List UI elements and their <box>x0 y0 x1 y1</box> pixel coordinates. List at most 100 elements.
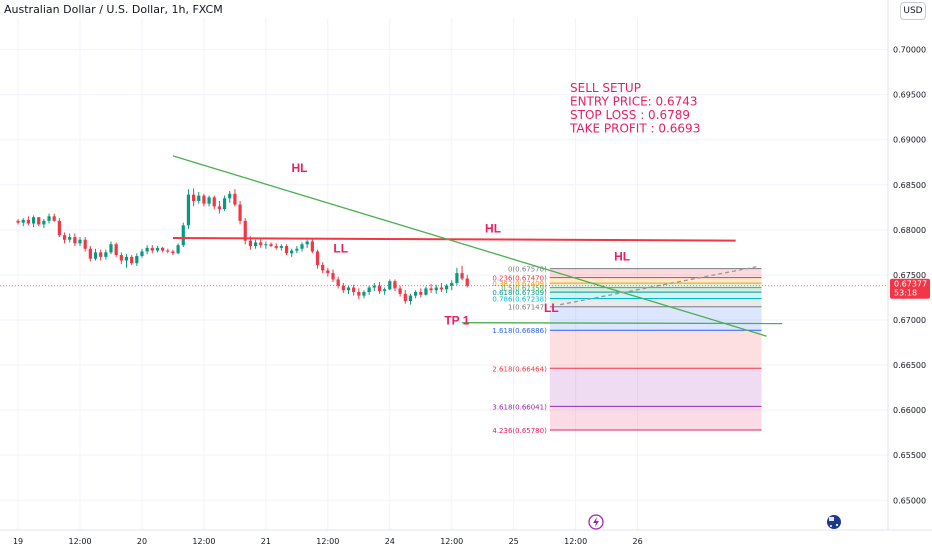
annotation-label: HL <box>485 222 501 236</box>
candle-body <box>279 246 283 248</box>
candle-body <box>357 292 361 296</box>
candle-body <box>310 241 314 252</box>
fib-level-label: 3.618(0.66041) <box>492 403 547 411</box>
fib-band <box>549 306 762 331</box>
price-badge-countdown: 53:18 <box>894 289 917 298</box>
candle-body <box>326 270 330 274</box>
resistance-line <box>172 236 736 242</box>
candle-body <box>444 285 449 290</box>
x-tick-label: 26 <box>633 537 643 546</box>
annotation-label: LL <box>544 301 559 315</box>
candle-body <box>31 217 36 224</box>
y-tick-label: 0.70000 <box>893 46 926 55</box>
candle-body <box>207 197 211 204</box>
fib-band <box>549 283 762 288</box>
candle-body <box>93 252 98 259</box>
annotation-label: LL <box>333 241 348 255</box>
candle-body <box>130 256 134 264</box>
x-tick-label: 25 <box>509 537 519 546</box>
candle-body <box>321 264 325 271</box>
candle-body <box>228 193 232 199</box>
candle-body <box>336 279 340 286</box>
currency-button[interactable]: USD <box>900 2 926 20</box>
y-tick-label: 0.66000 <box>893 406 926 415</box>
candle-body <box>295 248 299 251</box>
candle-body <box>238 204 242 221</box>
fib-level-label: 0.382(0.67409) <box>492 280 547 288</box>
candle-body <box>253 242 258 247</box>
candle-body <box>68 237 72 240</box>
x-tick-label: 20 <box>137 537 147 546</box>
candle-body <box>424 288 428 295</box>
candle-body <box>155 247 160 251</box>
candle-body <box>140 251 144 256</box>
dashed-projection-line <box>560 266 757 306</box>
candle-body <box>57 220 61 236</box>
y-tick-label: 0.66500 <box>893 361 926 370</box>
candle-body <box>284 246 289 254</box>
candle-body <box>166 250 170 252</box>
setup-text-line: SELL SETUP <box>570 81 641 95</box>
candle-body <box>202 195 206 204</box>
candle-body <box>367 287 371 293</box>
candle-body <box>145 247 149 252</box>
candle-body <box>248 240 252 247</box>
y-axis: 0.65000 0.65500 0.66000 0.66500 0.67000 0.675… <box>887 0 926 530</box>
candle-body <box>78 239 82 244</box>
candle-body <box>419 292 423 295</box>
candle-body <box>305 241 309 245</box>
candle-body <box>300 244 304 249</box>
candle-body <box>186 194 191 226</box>
candle-body <box>393 281 397 289</box>
candle-body <box>455 273 459 284</box>
candle-body <box>434 287 438 291</box>
candle-body <box>346 287 351 291</box>
candle-body <box>372 285 376 288</box>
candle-body <box>243 220 247 241</box>
candle-body <box>52 216 56 221</box>
annotation-label: HL <box>614 249 630 263</box>
setup-text-line: ENTRY PRICE: 0.6743 <box>570 95 698 109</box>
candle-body <box>362 292 366 296</box>
candle-body <box>104 252 108 257</box>
candle-body <box>439 287 444 290</box>
fib-level-label: 0.618(0.67309) <box>492 289 547 297</box>
candles <box>16 188 469 305</box>
x-tick-label: 19 <box>13 537 23 546</box>
candle-body <box>315 251 320 265</box>
y-tick-label: 0.68000 <box>893 226 926 235</box>
drawings <box>0 155 888 337</box>
candle-body <box>37 217 41 225</box>
fib-level-label: 0.786(0.67238) <box>492 296 547 304</box>
candle-body <box>176 245 180 254</box>
trendline-line <box>172 155 767 337</box>
candle-body <box>135 255 139 264</box>
fib-band <box>549 268 762 278</box>
candle-body <box>119 255 123 261</box>
y-tick-label: 0.68500 <box>893 181 926 190</box>
annotation-label: HL <box>291 161 307 175</box>
candle-body <box>450 283 454 286</box>
candle-body <box>42 220 46 225</box>
candle-body <box>460 273 464 279</box>
fib-band <box>549 368 762 407</box>
y-tick-label: 0.65500 <box>893 451 926 460</box>
x-tick-label: 12:00 <box>564 537 587 546</box>
fib-retracement: 0(0.67570)0.236(0.67470)0.382(0.67409)0.… <box>492 266 762 435</box>
lightning-event-icon <box>588 514 604 530</box>
y-tick-label: 0.69500 <box>893 91 926 100</box>
y-tick-label: 0.67000 <box>893 316 926 325</box>
candle-body <box>197 195 201 201</box>
x-tick-label: 12:00 <box>440 537 463 546</box>
fib-level-label: 1.618(0.66886) <box>492 327 547 335</box>
setup-text-line: STOP LOSS : 0.6789 <box>570 108 690 122</box>
candle-body <box>47 216 51 221</box>
candle-body <box>398 288 402 294</box>
fib-level-label: 4.236(0.65780) <box>492 427 547 435</box>
candle-body <box>161 247 165 251</box>
candle-body <box>83 239 87 249</box>
chart-title: Australian Dollar / U.S. Dollar, 1h, FXC… <box>4 3 223 16</box>
candle-body <box>88 248 92 259</box>
